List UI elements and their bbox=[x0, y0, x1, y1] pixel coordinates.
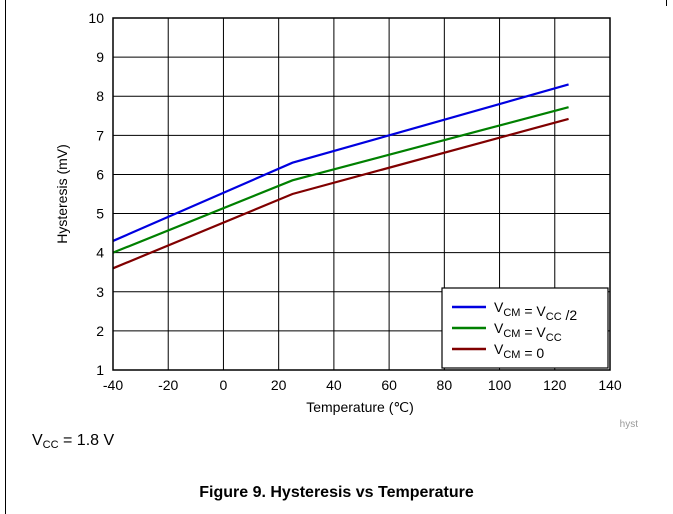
condition-label: VCC = 1.8 V bbox=[32, 432, 115, 451]
x-tick-label: 20 bbox=[271, 377, 287, 393]
legend-entry: VCM = 0 bbox=[494, 341, 544, 361]
y-axis-label: Hysteresis (mV) bbox=[54, 144, 70, 244]
legend-entry: VCM = VCC bbox=[494, 320, 562, 344]
x-tick-label: 120 bbox=[543, 377, 567, 393]
page-frame-right bbox=[666, 0, 667, 6]
page-frame-left bbox=[5, 0, 6, 514]
y-tick-label: 5 bbox=[96, 206, 104, 222]
grid-layer bbox=[113, 18, 610, 370]
tick-layer: -40 -20 0 20 40 60 80 100 120 140 1 2 3 4 5 6 7 8 9 10 bbox=[88, 10, 621, 393]
series-line-1 bbox=[112, 83, 569, 242]
watermark-label: hyst bbox=[620, 419, 639, 430]
y-tick-label: 10 bbox=[88, 10, 104, 26]
x-tick-label: 100 bbox=[488, 377, 512, 393]
legend-entry: VCM = VCC /2 bbox=[494, 299, 577, 323]
x-tick-label: 60 bbox=[381, 377, 397, 393]
y-tick-label: 8 bbox=[96, 88, 104, 104]
y-tick-label: 1 bbox=[96, 362, 104, 378]
y-tick-label: 2 bbox=[96, 323, 104, 339]
x-axis-label: Temperature (℃) bbox=[306, 399, 414, 415]
x-tick-label: 40 bbox=[326, 377, 342, 393]
series-layer bbox=[112, 83, 569, 270]
x-tick-label: -40 bbox=[103, 377, 123, 393]
y-tick-label: 3 bbox=[96, 284, 104, 300]
series-line-3 bbox=[112, 117, 569, 270]
plot-border bbox=[112, 17, 611, 371]
y-tick-label: 9 bbox=[96, 49, 104, 65]
figure-caption: Figure 9. Hysteresis vs Temperature bbox=[199, 484, 474, 501]
y-tick-label: 7 bbox=[96, 127, 104, 143]
x-tick-label: 80 bbox=[437, 377, 453, 393]
y-tick-label: 4 bbox=[96, 245, 104, 261]
x-tick-label: 0 bbox=[220, 377, 228, 393]
series-line-2 bbox=[112, 106, 569, 254]
y-tick-label: 6 bbox=[96, 166, 104, 182]
x-tick-label: -20 bbox=[158, 377, 178, 393]
x-tick-label: 140 bbox=[598, 377, 622, 393]
